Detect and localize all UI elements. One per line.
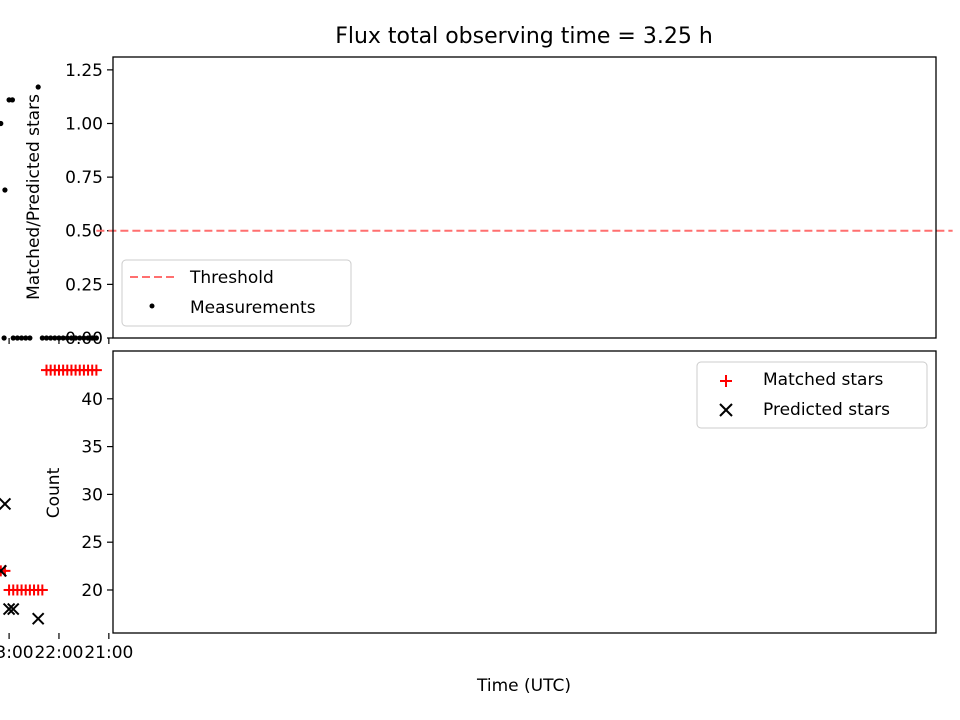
bottom-legend-box	[696, 361, 928, 429]
measurement-point	[14, 335, 20, 341]
bottom-legend: Matched stars Predicted stars	[696, 361, 928, 429]
x-tick-label: 23:00	[0, 643, 34, 663]
top-y-tick-label: 1.00	[65, 114, 103, 134]
measurement-point	[48, 335, 54, 341]
x-tick-label: 21:00	[84, 643, 133, 663]
predicted-star-point	[0, 564, 7, 578]
measurement-point	[2, 187, 8, 193]
bottom-y-tick-label: 25	[81, 533, 103, 553]
measurement-point	[0, 120, 4, 127]
bottom-y-tick-label: 30	[81, 485, 103, 505]
measurement-point	[89, 335, 95, 341]
threshold-legend-label: Threshold	[189, 268, 274, 288]
x-axis-label: Time (UTC)	[476, 676, 571, 696]
predicted-star-point	[2, 602, 16, 616]
top-legend: Threshold Measurements	[121, 259, 352, 327]
top-y-tick-label: 0.25	[65, 275, 103, 295]
top-y-tick-label: 1.25	[65, 61, 103, 81]
bottom-y-tick-label: 35	[81, 438, 103, 458]
top-y-axis-label: Matched/Predicted stars	[24, 94, 44, 300]
measurement-point	[10, 335, 16, 341]
measurement-point	[93, 335, 99, 341]
predicted-star-stroke-b	[0, 564, 7, 574]
top-panel: 0.000.250.500.751.001.25 Matched/Predict…	[0, 56, 953, 349]
predicted-star-point	[7, 602, 20, 616]
predicted-star-point	[31, 612, 45, 625]
matched-star-point	[3, 584, 15, 596]
measurement-point	[81, 335, 87, 341]
measurement-point	[39, 335, 45, 341]
bottom-plot-area	[0, 364, 102, 625]
bottom-y-axis-label: Count	[44, 467, 64, 518]
chart-title: Flux total observing time = 3.25 h	[335, 24, 713, 49]
predicted-star-stroke-b	[7, 602, 20, 616]
measurement-point	[43, 335, 50, 341]
matched-legend-label: Matched stars	[763, 370, 883, 390]
bottom-y-ticks: 20 25 30 35 40	[81, 390, 113, 601]
measurement-point	[23, 335, 29, 341]
measurement-point	[18, 335, 25, 341]
bottom-y-tick-label: 40	[81, 390, 103, 410]
x-tick-label: 22:00	[34, 643, 83, 663]
predicted-star-stroke-b	[31, 612, 45, 625]
measurement-point	[64, 335, 70, 341]
measurement-point	[35, 84, 41, 90]
measurement-point	[77, 335, 83, 341]
top-y-ticks: 0.000.250.500.751.001.25	[65, 61, 113, 349]
top-legend-box	[121, 259, 352, 327]
predicted-star-stroke-b	[0, 497, 12, 511]
measurements-legend-swatch	[149, 303, 155, 309]
top-y-tick-label: 0.50	[65, 222, 103, 242]
top-axes-frame	[112, 56, 937, 339]
bottom-axes-frame	[112, 350, 937, 634]
measurements-legend-label: Measurements	[190, 298, 316, 318]
bottom-panel: 20 25 30 35 40 21:0022:0023:0000:0001:0002:0…	[0, 350, 937, 696]
top-y-tick-label: 0.75	[65, 168, 103, 188]
measurement-point	[85, 335, 91, 341]
measurement-point	[60, 335, 66, 341]
bottom-y-tick-label: 20	[81, 581, 103, 601]
measurement-point	[52, 335, 58, 341]
measurement-point	[6, 97, 12, 103]
predicted-legend-label: Predicted stars	[763, 400, 890, 420]
top-plot-area	[0, 84, 953, 341]
predicted-star-point	[0, 497, 12, 511]
matched-legend-swatch	[720, 375, 732, 387]
matched-star-point	[40, 364, 52, 376]
measurement-point	[27, 335, 33, 341]
measurement-point	[68, 335, 75, 341]
measurement-point	[1, 335, 7, 341]
predicted-legend-swatch	[719, 403, 733, 417]
measurement-point	[72, 335, 79, 341]
predicted-star-stroke-b	[2, 602, 16, 616]
measurement-point	[56, 335, 62, 341]
